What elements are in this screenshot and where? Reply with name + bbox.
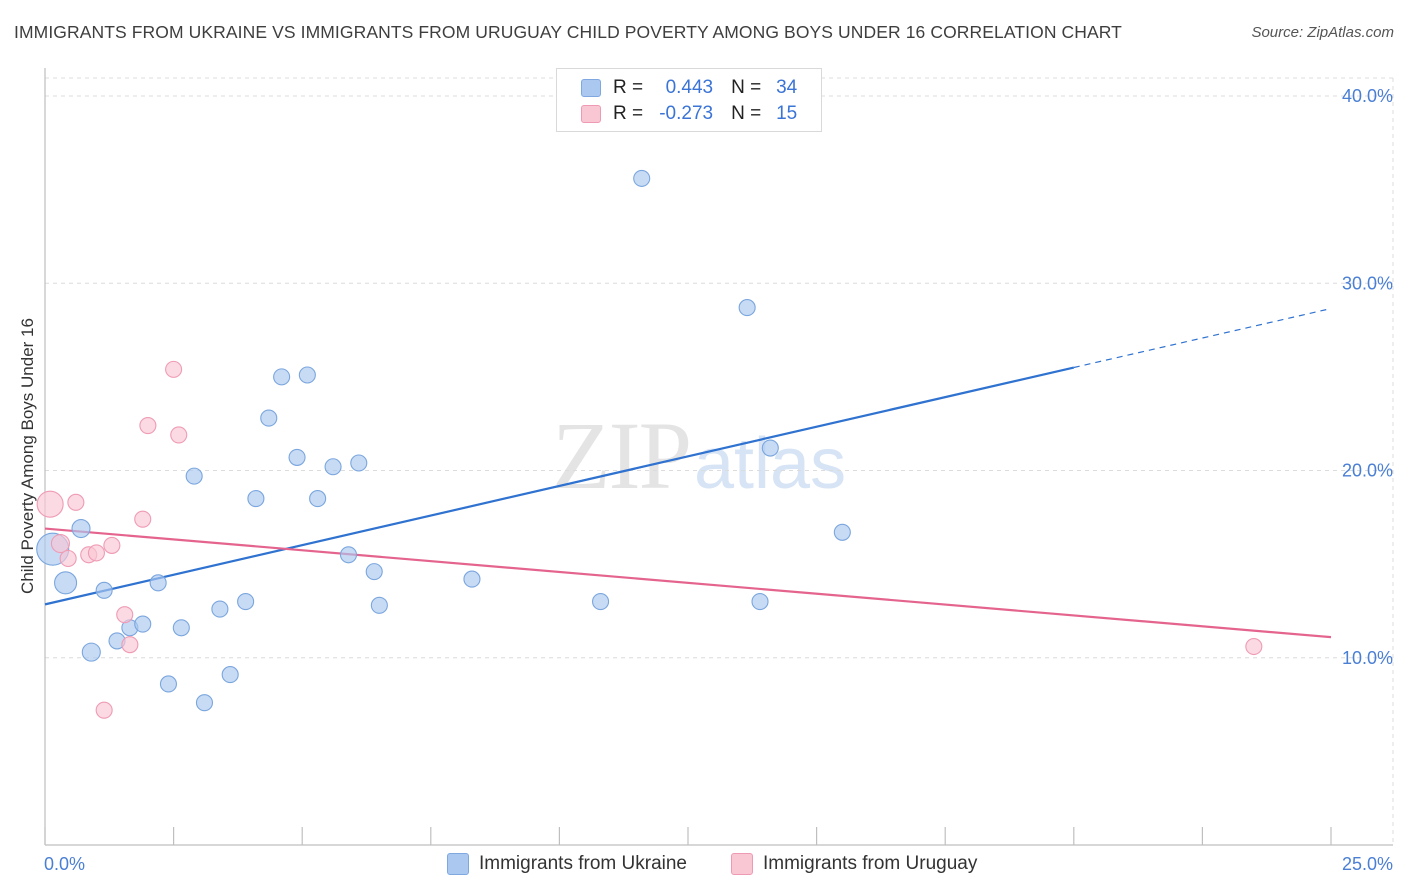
point-uruguay: [134, 510, 152, 528]
y-tick-label: 10.0%: [1342, 648, 1393, 668]
point-ukraine: [463, 570, 481, 588]
series-label-uruguay: Immigrants from Uruguay: [763, 853, 978, 874]
point-ukraine: [247, 490, 265, 508]
series-legend-ukraine[interactable]: Immigrants from Ukraine: [447, 851, 687, 877]
point-ukraine: [221, 666, 239, 684]
data-points: [36, 169, 1263, 719]
source-credit: Source: ZipAtlas.com: [1251, 24, 1394, 41]
point-uruguay: [36, 490, 64, 518]
point-ukraine: [260, 409, 278, 427]
trend-line-uruguay: [44, 527, 1332, 639]
point-uruguay: [95, 701, 113, 719]
point-ukraine: [751, 593, 769, 611]
y-tick-label: 40.0%: [1342, 86, 1393, 106]
point-uruguay: [165, 360, 183, 378]
point-ukraine: [833, 523, 851, 541]
series-swatch-uruguay: [731, 853, 753, 875]
y-tick-label: 30.0%: [1342, 273, 1393, 293]
tick-labels: 10.0% 20.0% 30.0% 40.0% 0.0% 25.0% Child Pover…: [18, 86, 1393, 874]
legend-n-value-ukraine: 34: [776, 77, 798, 98]
watermark: ZIPatlas: [552, 400, 846, 511]
point-uruguay: [50, 533, 70, 554]
point-ukraine: [761, 439, 779, 457]
point-ukraine: [273, 368, 291, 386]
legend-r-label: R =: [613, 103, 644, 124]
point-ukraine: [324, 458, 342, 476]
point-ukraine: [365, 563, 383, 581]
point-uruguay: [59, 549, 77, 568]
legend-row-ukraine: R = 0.443 N = 34: [581, 75, 797, 101]
trend-lines: [44, 307, 1332, 639]
point-ukraine: [350, 454, 368, 472]
y-axis-title: Child Poverty Among Boys Under 16: [18, 318, 37, 594]
point-uruguay: [103, 536, 121, 554]
point-ukraine: [185, 467, 203, 485]
point-uruguay: [170, 426, 188, 444]
point-ukraine: [370, 596, 388, 614]
y-tick-label: 20.0%: [1342, 461, 1393, 481]
point-uruguay: [67, 493, 85, 511]
watermark-zip: ZIP: [552, 402, 692, 509]
axes: [44, 68, 1393, 846]
point-ukraine: [237, 593, 255, 611]
point-uruguay: [121, 636, 139, 654]
point-uruguay: [1245, 637, 1263, 656]
point-uruguay: [116, 606, 134, 624]
legend-swatch-ukraine: [581, 79, 601, 97]
point-ukraine: [633, 169, 651, 187]
point-ukraine: [172, 619, 190, 637]
point-ukraine: [95, 581, 113, 599]
x-tick-label: 0.0%: [44, 854, 85, 874]
chart-title: IMMIGRANTS FROM UKRAINE VS IMMIGRANTS FR…: [14, 22, 1122, 42]
series-label-ukraine: Immigrants from Ukraine: [479, 853, 687, 874]
trend-line-ukraine-projection: [1073, 307, 1332, 369]
point-ukraine: [288, 448, 306, 466]
point-ukraine: [71, 518, 91, 539]
correlation-legend: R = 0.443 N = 34 R = -0.273 N = 15: [556, 68, 822, 132]
series-legend-uruguay[interactable]: Immigrants from Uruguay: [731, 851, 977, 877]
trend-line-ukraine: [44, 366, 1075, 606]
legend-r-value-uruguay: -0.273: [659, 103, 714, 124]
point-uruguay: [87, 544, 105, 562]
point-ukraine: [592, 593, 610, 611]
point-ukraine: [54, 571, 78, 595]
legend-r-label: R =: [613, 77, 644, 98]
point-ukraine: [159, 675, 178, 693]
series-swatch-ukraine: [447, 853, 469, 875]
x-tick-label: 25.0%: [1342, 854, 1393, 874]
point-ukraine: [81, 642, 101, 662]
point-ukraine: [298, 366, 316, 384]
point-ukraine: [309, 490, 327, 508]
point-ukraine: [211, 600, 229, 618]
point-ukraine: [195, 694, 214, 712]
grid-lines: [45, 77, 1395, 845]
point-ukraine: [149, 574, 167, 592]
point-ukraine: [134, 615, 152, 633]
point-uruguay: [139, 417, 157, 435]
legend-n-value-uruguay: 15: [776, 103, 798, 124]
legend-n-label: N =: [731, 77, 762, 98]
legend-n-label: N =: [731, 103, 762, 124]
legend-swatch-uruguay: [581, 105, 601, 123]
point-ukraine: [339, 546, 358, 564]
legend-r-value-ukraine: 0.443: [665, 77, 714, 98]
legend-row-uruguay: R = -0.273 N = 15: [581, 101, 797, 127]
point-ukraine: [738, 299, 756, 317]
